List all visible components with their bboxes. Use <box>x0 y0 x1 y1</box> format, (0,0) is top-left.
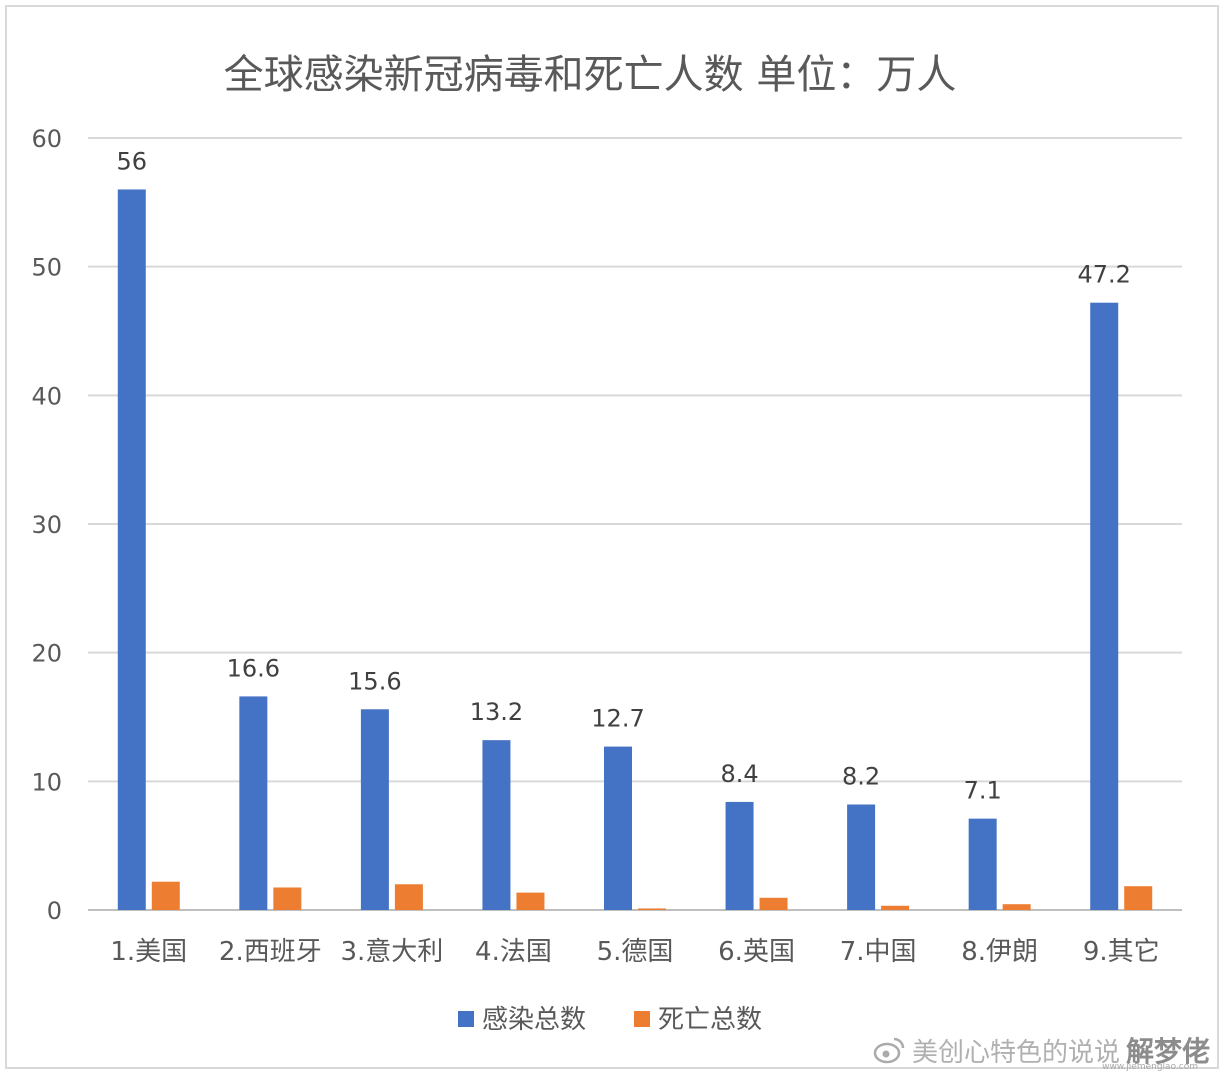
y-tick-label: 60 <box>31 125 62 153</box>
bar <box>360 709 389 910</box>
bar <box>1090 302 1119 910</box>
y-tick-label: 20 <box>31 640 62 668</box>
x-category-label: 9.其它 <box>1083 937 1160 967</box>
x-category-label: 8.伊朗 <box>961 937 1038 967</box>
x-category-label: 7.中国 <box>840 937 917 967</box>
legend-label: 感染总数 <box>482 1005 586 1035</box>
watermark: 美创心特色的说说 解梦佬 www.jiemenglao.com <box>872 1030 1210 1072</box>
legend-label: 死亡总数 <box>658 1005 762 1035</box>
bar <box>239 696 268 910</box>
bar <box>1002 904 1031 910</box>
data-label: 12.7 <box>591 705 644 733</box>
data-label: 15.6 <box>348 667 401 695</box>
y-tick-label: 50 <box>31 254 62 282</box>
y-tick-label: 30 <box>31 511 62 539</box>
legend: 感染总数 死亡总数 <box>458 1005 762 1035</box>
y-tick-label: 0 <box>47 897 62 925</box>
weibo-icon <box>873 1037 905 1064</box>
gridlines <box>88 137 1182 911</box>
legend-swatch <box>458 1011 474 1027</box>
watermark-text: 美创心特色的说说 <box>911 1037 1120 1068</box>
x-axis-categories: 1.美国 2.西班牙 3.意大利 4.法国 5.德国 6.英国 7.中国 8.伊朗 9.其它 <box>110 937 1159 967</box>
x-category-label: 3.意大利 <box>340 937 443 967</box>
bar <box>151 881 180 910</box>
data-label: 16.6 <box>227 654 280 682</box>
bar <box>482 740 511 910</box>
y-tick-label: 40 <box>31 382 62 410</box>
legend-swatch <box>634 1011 650 1027</box>
x-category-label: 2.西班牙 <box>219 937 322 967</box>
data-label: 8.4 <box>720 760 758 788</box>
data-label: 13.2 <box>470 698 523 726</box>
bar <box>273 887 302 910</box>
data-label: 7.1 <box>964 777 1002 805</box>
y-tick-label: 10 <box>31 768 62 796</box>
data-label: 8.2 <box>842 762 880 790</box>
bars <box>117 189 1153 910</box>
bar <box>604 746 632 910</box>
bar <box>881 905 910 910</box>
chart-title: 全球感染新冠病毒和死亡人数 单位：万人 <box>224 52 957 98</box>
data-label: 47.2 <box>1078 261 1131 289</box>
bar <box>394 884 423 910</box>
data-label: 56 <box>117 147 148 175</box>
x-category-label: 6.英国 <box>718 937 795 967</box>
bar <box>968 818 997 910</box>
bar <box>638 908 666 910</box>
bar <box>516 892 545 910</box>
x-category-label: 5.德国 <box>597 937 674 967</box>
x-category-label: 1.美国 <box>110 937 187 967</box>
bar <box>117 189 146 910</box>
x-category-label: 4.法国 <box>475 937 552 967</box>
watermark-brand: 解梦佬 <box>1125 1035 1210 1068</box>
bar <box>847 804 876 910</box>
bar <box>725 801 754 910</box>
y-axis-ticks: 0 10 20 30 40 50 60 <box>31 125 62 925</box>
watermark-site: www.jiemenglao.com <box>1102 1062 1198 1072</box>
data-labels: 56 16.6 15.6 13.2 12.7 8.4 8.2 7.1 47.2 <box>117 147 1131 804</box>
bar <box>1124 886 1153 910</box>
bar <box>759 897 788 910</box>
